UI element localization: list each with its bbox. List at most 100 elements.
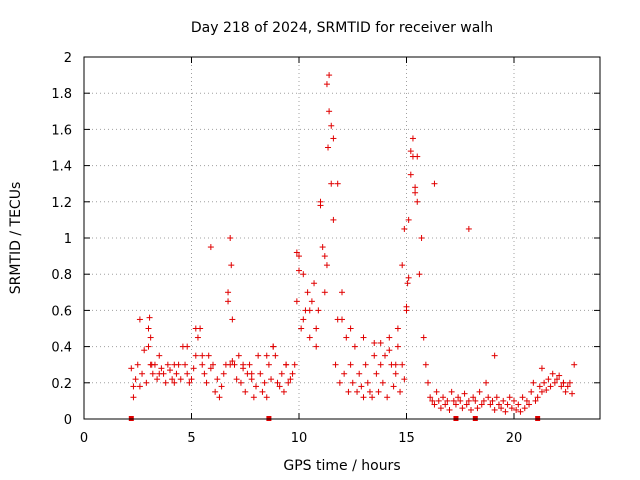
- data-point: [298, 325, 305, 332]
- data-point: [517, 408, 524, 415]
- data-point: [147, 361, 154, 368]
- data-point: [491, 352, 498, 359]
- data-point: [455, 394, 462, 401]
- data-point: [450, 397, 457, 404]
- data-point: [225, 289, 232, 296]
- x-tick-label: 10: [291, 431, 308, 446]
- data-point: [259, 388, 266, 395]
- data-point: [229, 316, 236, 323]
- data-point: [418, 235, 425, 241]
- data-point: [399, 361, 406, 368]
- y-tick-label: 2: [64, 51, 72, 66]
- data-point: [235, 352, 242, 359]
- data-point: [401, 376, 408, 383]
- data-point: [523, 397, 530, 404]
- data-point: [323, 262, 330, 269]
- data-point: [274, 379, 281, 386]
- data-point: [530, 379, 537, 386]
- data-point: [354, 388, 361, 395]
- data-point: [394, 325, 401, 332]
- data-point: [325, 144, 332, 151]
- data-point: [136, 316, 143, 323]
- data-point: [128, 365, 135, 372]
- data-point: [532, 397, 539, 404]
- data-point: [339, 289, 345, 296]
- data-point: [511, 397, 517, 404]
- data-point: [313, 343, 320, 350]
- data-point: [171, 361, 178, 368]
- data-point: [534, 394, 541, 401]
- data-point: [446, 406, 453, 413]
- y-tick-label: 0.4: [51, 341, 72, 356]
- data-point: [566, 379, 573, 386]
- plot-frame: [83, 56, 601, 420]
- data-point: [457, 397, 464, 404]
- data-point: [431, 401, 438, 408]
- data-point: [341, 370, 348, 377]
- data-point: [412, 184, 419, 191]
- data-point: [459, 405, 466, 412]
- data-point: [304, 289, 311, 296]
- data-point: [560, 379, 567, 386]
- data-point: [360, 334, 367, 341]
- data-point: [190, 365, 197, 372]
- data-point: [289, 370, 296, 377]
- data-point: [199, 352, 206, 359]
- data-point: [538, 388, 545, 395]
- data-point: [205, 352, 212, 359]
- data-point: [506, 394, 513, 401]
- data-point: [493, 394, 500, 401]
- data-point: [192, 352, 199, 359]
- data-point: [283, 361, 290, 368]
- data-point: [167, 367, 173, 374]
- x-tick-label: 0: [80, 431, 88, 446]
- data-point: [145, 325, 152, 332]
- data-point: [261, 379, 268, 386]
- data-point: [263, 352, 270, 359]
- data-point: [558, 383, 565, 390]
- data-point: [422, 361, 429, 368]
- data-point: [515, 401, 522, 408]
- data-point: [194, 334, 201, 341]
- data-point: [326, 72, 333, 79]
- data-point: [538, 365, 545, 372]
- data-point: [225, 298, 232, 305]
- y-tick-label: 1.2: [51, 196, 72, 211]
- data-point: [435, 397, 442, 404]
- data-point: [373, 370, 380, 377]
- data-point: [369, 394, 376, 401]
- data-point: [184, 343, 191, 350]
- data-point: [237, 379, 244, 386]
- data-point: [253, 383, 259, 390]
- data-point: [156, 352, 163, 359]
- data-point: [487, 401, 494, 408]
- data-point: [362, 361, 369, 368]
- data-point: [404, 280, 411, 287]
- data-point: [321, 253, 328, 260]
- data-point: [364, 379, 371, 386]
- data-point: [414, 198, 421, 205]
- data-point: [306, 334, 313, 341]
- data-point: [334, 180, 341, 187]
- data-point: [425, 379, 431, 386]
- data-point: [444, 397, 451, 404]
- data-point: [257, 370, 264, 377]
- data-point: [280, 388, 287, 395]
- data-point: [287, 376, 294, 383]
- data-point: [551, 379, 558, 386]
- y-tick-label: 0.8: [51, 268, 72, 283]
- data-point: [313, 325, 320, 332]
- data-point: [276, 383, 283, 390]
- data-point: [403, 303, 410, 310]
- chart-title: Day 218 of 2024, SRMTID for receiver wal…: [191, 20, 493, 36]
- data-point: [228, 262, 235, 269]
- data-point: [461, 390, 468, 397]
- data-point: [214, 376, 221, 383]
- data-point: [526, 401, 533, 408]
- data-point: [519, 394, 526, 401]
- data-point: [528, 388, 535, 395]
- data-point: [399, 262, 406, 269]
- data-point: [207, 244, 214, 251]
- data-point: [328, 180, 335, 187]
- data-point: [199, 361, 206, 368]
